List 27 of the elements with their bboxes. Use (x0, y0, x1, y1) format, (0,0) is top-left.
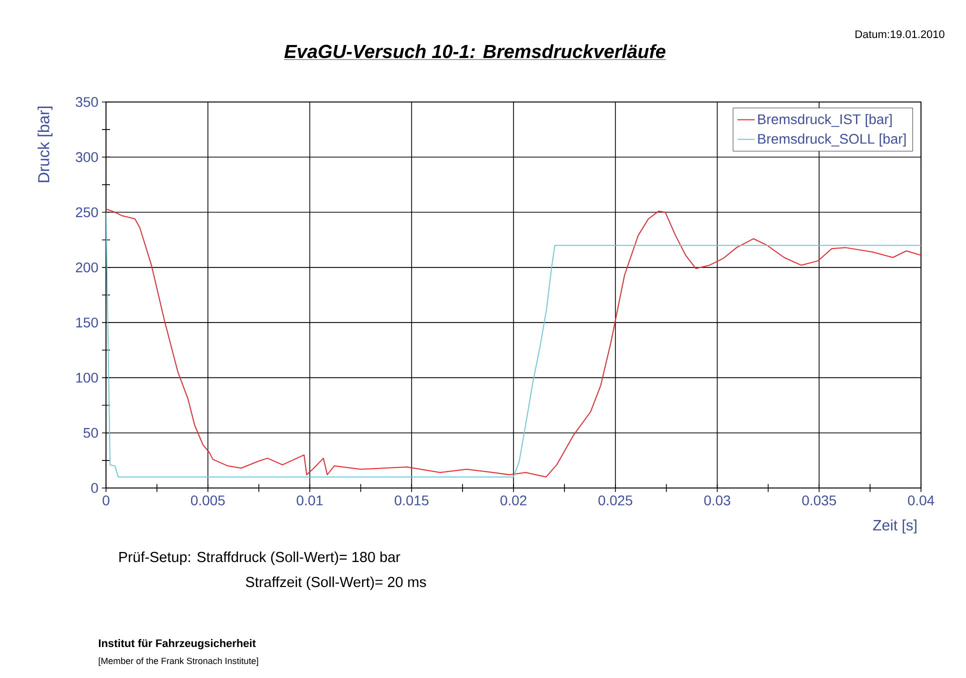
legend-label: Bremsdruck_IST [bar] (758, 114, 892, 127)
text: [Member of the Frank Stronach Institute] (98, 657, 258, 666)
text: Prüf-Setup: Straffdruck (Soll-Wert)= 180 bar (119, 552, 400, 565)
text: Institut für Fahrzeugsicherheit (98, 639, 256, 650)
y-tick-label: 300 (76, 152, 98, 162)
text: Straffzeit (Soll-Wert)= 20 ms (246, 576, 426, 590)
y-tick-label: 350 (76, 97, 98, 107)
text: Datum:19.01.2010 (856, 30, 944, 38)
x-tick-label: 0.04 (908, 495, 934, 506)
y-tick-label: 100 (76, 372, 98, 383)
y-axis-title: Druck [bar] (38, 106, 52, 182)
chart-title: EvaGU-Versuch 10-1: Bremsdruckverläufe (284, 44, 666, 58)
y-tick-label: 0 (91, 483, 98, 493)
y-tick-label: 50 (84, 428, 98, 438)
x-tick-label: 0.015 (394, 495, 428, 506)
x-tick-label: 0.035 (802, 495, 836, 506)
y-tick-label: 200 (76, 262, 98, 272)
x-tick-label: 0.005 (190, 495, 225, 506)
x-axis-title: Zeit [s] (873, 520, 916, 534)
x-tick-label: 0 (102, 495, 110, 506)
legend-label: Bremsdruck_SOLL [bar] (758, 134, 906, 147)
x-tick-label: 0.03 (704, 495, 730, 506)
x-tick-label: 0.01 (296, 495, 323, 506)
y-tick-label: 250 (76, 207, 98, 218)
x-tick-label: 0.02 (500, 495, 526, 506)
y-tick-label: 150 (76, 318, 98, 328)
x-tick-label: 0.025 (598, 495, 632, 506)
